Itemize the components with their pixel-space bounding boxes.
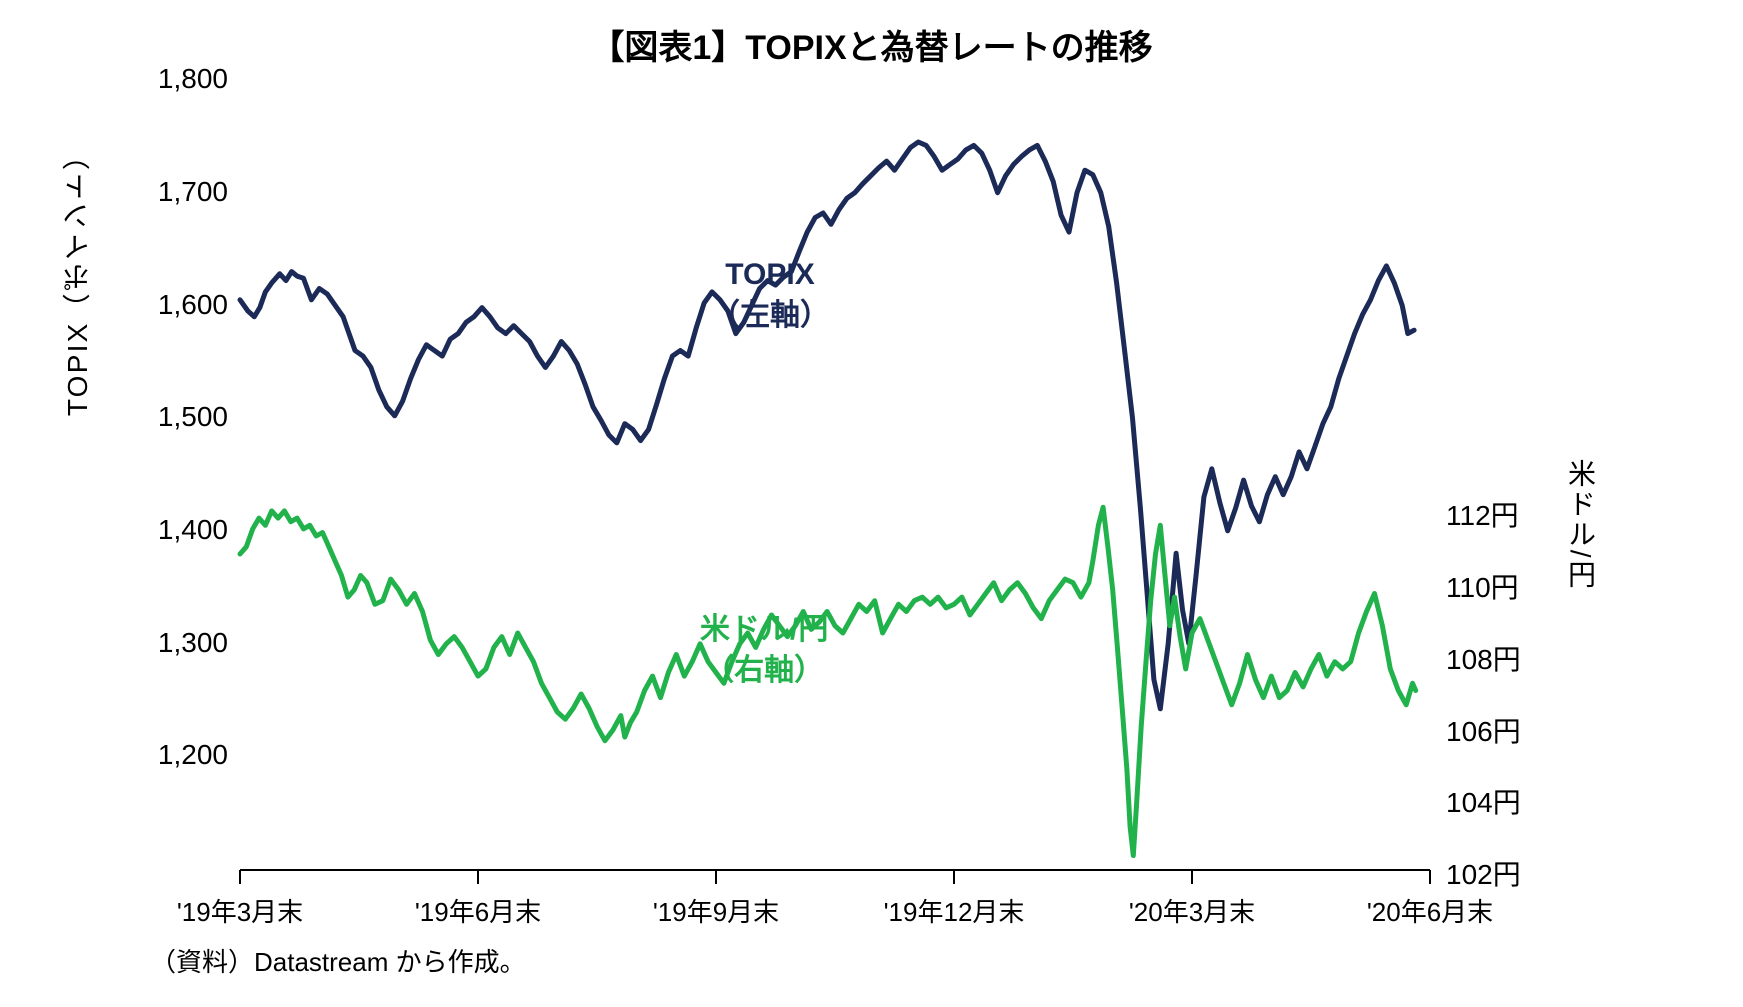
y-right-tick-label: 112円 xyxy=(1446,494,1519,534)
y-right-tick-label: 104円 xyxy=(1446,781,1521,821)
x-tick-label: '19年6月末 xyxy=(368,892,588,929)
y-left-tick-label: 1,400 xyxy=(118,514,228,546)
chart-source: （資料）Datastream から作成。 xyxy=(150,942,526,979)
y-left-tick-label: 1,300 xyxy=(118,627,228,659)
y-right-tick-label: 106円 xyxy=(1446,710,1521,750)
y-left-tick-label: 1,200 xyxy=(118,739,228,771)
y-left-tick-label: 1,700 xyxy=(118,176,228,208)
x-tick-label: '20年6月末 xyxy=(1320,892,1540,929)
y-right-tick-label: 110円 xyxy=(1446,566,1519,606)
x-tick-label: '19年3月末 xyxy=(130,892,350,929)
y-left-tick-label: 1,800 xyxy=(118,63,228,95)
x-tick-label: '20年3月末 xyxy=(1082,892,1302,929)
x-tick-label: '19年12月末 xyxy=(844,892,1064,929)
series-label-usdjpy: 米ドル/円 （右軸） xyxy=(700,610,828,691)
y-right-tick-label: 102円 xyxy=(1446,853,1521,893)
y-left-tick-label: 1,600 xyxy=(118,289,228,321)
y-left-tick-label: 1,500 xyxy=(118,401,228,433)
series-label-topix: TOPIX （左軸） xyxy=(710,255,830,336)
chart-wrapper: 【図表1】TOPIXと為替レートの推移 TOPIX（ポイント） 米ドル/円 TO… xyxy=(0,0,1743,1007)
y-right-tick-label: 108円 xyxy=(1446,638,1521,678)
x-tick-label: '19年9月末 xyxy=(606,892,826,929)
